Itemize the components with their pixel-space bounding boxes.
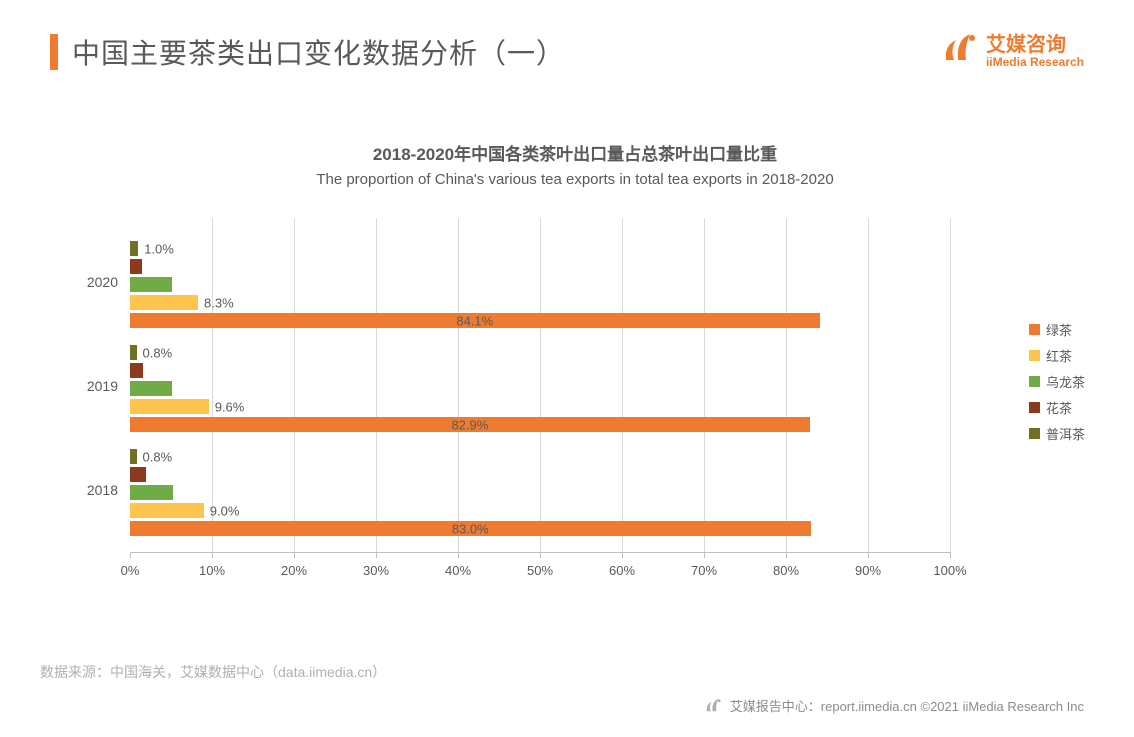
legend-label: 乌龙茶 <box>1046 372 1085 391</box>
bar <box>130 241 138 256</box>
x-tick <box>868 552 869 558</box>
x-axis-label: 60% <box>609 563 635 578</box>
bar-value-label: 84.1% <box>456 313 493 328</box>
x-axis-label: 10% <box>199 563 225 578</box>
header: 中国主要茶类出口变化数据分析（一） 艾媒咨询 iiMedia Research <box>0 0 1134 73</box>
bar-value-label: 1.0% <box>144 241 174 256</box>
legend-item: 红茶 <box>1029 346 1085 365</box>
x-axis-label: 0% <box>121 563 140 578</box>
legend: 绿茶红茶乌龙茶花茶普洱茶 <box>1029 313 1085 450</box>
data-source: 数据来源：中国海关，艾媒数据中心（data.iimedia.cn） <box>40 662 386 682</box>
legend-item: 绿茶 <box>1029 320 1085 339</box>
title-wrap: 中国主要茶类出口变化数据分析（一） <box>50 32 565 72</box>
brand-logo: 艾媒咨询 iiMedia Research <box>940 30 1084 73</box>
legend-swatch <box>1029 376 1040 387</box>
x-axis-label: 70% <box>691 563 717 578</box>
x-axis-label: 100% <box>933 563 966 578</box>
x-tick <box>458 552 459 558</box>
logo-text-en: iiMedia Research <box>986 56 1084 69</box>
bar-value-label: 8.3% <box>204 295 234 310</box>
bar <box>130 259 142 274</box>
bar-value-label: 0.8% <box>143 345 173 360</box>
bar <box>130 485 173 500</box>
x-axis-label: 20% <box>281 563 307 578</box>
x-axis-label: 40% <box>445 563 471 578</box>
bar-value-label: 82.9% <box>451 417 488 432</box>
x-tick <box>950 552 951 558</box>
x-tick <box>704 552 705 558</box>
legend-item: 花茶 <box>1029 398 1085 417</box>
bar <box>130 467 146 482</box>
x-axis-label: 80% <box>773 563 799 578</box>
x-axis-label: 90% <box>855 563 881 578</box>
legend-item: 普洱茶 <box>1029 424 1085 443</box>
x-axis-label: 30% <box>363 563 389 578</box>
legend-swatch <box>1029 428 1040 439</box>
x-tick <box>376 552 377 558</box>
logo-icon <box>940 30 978 73</box>
bar <box>130 381 172 396</box>
grid-line <box>950 218 951 552</box>
page-title: 中国主要茶类出口变化数据分析（一） <box>72 32 565 72</box>
chart-title-en: The proportion of China's various tea ex… <box>75 171 1075 188</box>
chart-area: 0% 10% 20% 30% 40% 50% 60% 70% 80% 90% 100% 2020 84.… <box>75 218 1075 598</box>
bar <box>130 345 137 360</box>
legend-swatch <box>1029 324 1040 335</box>
bar-value-label: 9.0% <box>210 503 240 518</box>
bar-value-label: 0.8% <box>143 449 173 464</box>
legend-label: 花茶 <box>1046 398 1072 417</box>
x-axis-label: 50% <box>527 563 553 578</box>
bar <box>130 399 209 414</box>
category-group: 202084.1%8.3%1.0% <box>130 236 950 328</box>
legend-label: 绿茶 <box>1046 320 1072 339</box>
bar <box>130 295 198 310</box>
x-tick <box>622 552 623 558</box>
footer-text: 艾媒报告中心：report.iimedia.cn ©2021 iiMedia R… <box>730 696 1084 715</box>
x-tick <box>786 552 787 558</box>
bar-value-label: 9.6% <box>215 399 245 414</box>
plot-region: 0%10%20%30%40%50%60%70%80%90%100%202084.… <box>130 218 950 553</box>
bar-value-label: 83.0% <box>452 521 489 536</box>
logo-text-cn: 艾媒咨询 <box>986 34 1084 56</box>
bar <box>130 363 143 378</box>
category-group: 201982.9%9.6%0.8% <box>130 340 950 432</box>
x-tick <box>294 552 295 558</box>
chart-container: 2018-2020年中国各类茶叶出口量占总茶叶出口量比重 The proport… <box>75 140 1075 598</box>
x-tick <box>130 552 131 558</box>
y-axis-label: 2019 <box>87 378 118 394</box>
x-tick <box>540 552 541 558</box>
legend-label: 红茶 <box>1046 346 1072 365</box>
footer: 艾媒报告中心：report.iimedia.cn ©2021 iiMedia R… <box>704 696 1084 715</box>
bar <box>130 503 204 518</box>
bar <box>130 277 172 292</box>
footer-logo-icon <box>704 697 722 715</box>
legend-item: 乌龙茶 <box>1029 372 1085 391</box>
legend-swatch <box>1029 402 1040 413</box>
y-axis-label: 2020 <box>87 274 118 290</box>
y-axis-label: 2018 <box>87 482 118 498</box>
x-tick <box>212 552 213 558</box>
accent-bar <box>50 34 58 70</box>
chart-title-cn: 2018-2020年中国各类茶叶出口量占总茶叶出口量比重 <box>75 140 1075 165</box>
bar <box>130 449 137 464</box>
legend-swatch <box>1029 350 1040 361</box>
category-group: 201883.0%9.0%0.8% <box>130 444 950 536</box>
legend-label: 普洱茶 <box>1046 424 1085 443</box>
